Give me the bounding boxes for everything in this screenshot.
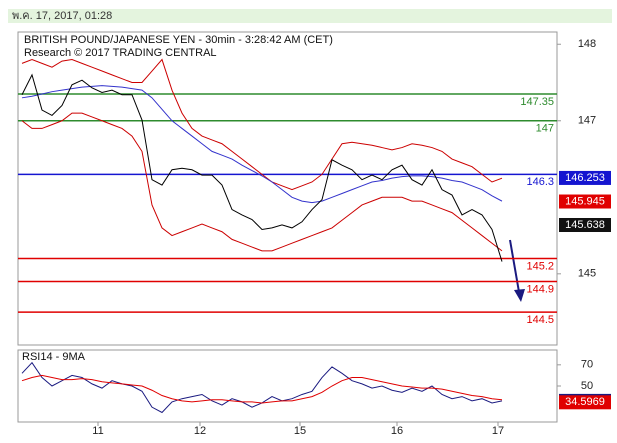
price-box-label: 145.945 (565, 195, 605, 207)
date: พ.ค. 17, 2017, 01:28 (12, 10, 112, 22)
series-line (21, 374, 503, 404)
price-box (559, 170, 611, 185)
level-label: 145.2 (526, 260, 554, 272)
price-box-label: 145.638 (565, 219, 605, 231)
level-label: 144.9 (526, 283, 554, 295)
rsi-panel (17, 349, 558, 423)
series-line (21, 85, 503, 204)
x-tick-label: 15 (294, 425, 306, 437)
price-box (559, 218, 611, 233)
x-tick-label: 11 (92, 425, 103, 437)
price-box (559, 194, 611, 209)
rsi-title: RSI14 - 9MA (22, 351, 86, 363)
x-tick-label: 12 (194, 425, 206, 437)
series-line (21, 112, 503, 252)
price-box-label: 146.253 (565, 172, 605, 184)
y-tick-label: 148 (578, 38, 596, 50)
x-tick-label: 16 (391, 425, 403, 437)
level-label: 147 (536, 123, 554, 135)
y-tick-label: 50 (581, 380, 593, 392)
price-box-label: 34.5969 (565, 396, 605, 408)
level-label: 147.35 (520, 96, 554, 108)
series-line (21, 73, 503, 262)
series-line (21, 58, 503, 191)
level-label: 146.3 (526, 176, 554, 188)
y-tick-label: 145 (578, 268, 596, 280)
price-panel (17, 31, 558, 346)
arrow (509, 239, 525, 302)
level-label: 144.5 (526, 314, 554, 326)
chart-title: BRITISH POUND/JAPANESE YEN - 30min - 3:2… (24, 34, 333, 46)
y-tick-label: 147 (578, 115, 596, 127)
x-tick-label: 17 (492, 425, 504, 437)
chart-subtitle: Research © 2017 TRADING CENTRAL (24, 47, 217, 59)
price-box (559, 395, 611, 410)
date-bar (8, 9, 612, 23)
y-tick-label: 70 (581, 359, 593, 371)
